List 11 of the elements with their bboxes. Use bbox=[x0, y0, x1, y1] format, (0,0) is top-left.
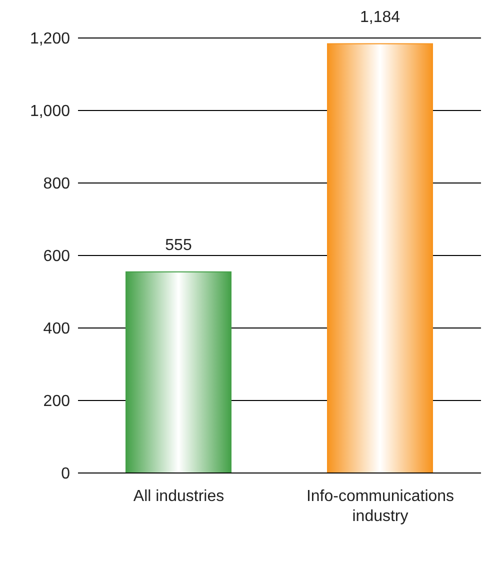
y-tick-label: 0 bbox=[61, 466, 70, 483]
data-label: 1,184 bbox=[360, 8, 400, 26]
data-label: 555 bbox=[165, 236, 192, 254]
y-tick-label: 400 bbox=[43, 320, 70, 338]
x-tick-label: Info-communications industry bbox=[306, 488, 454, 525]
y-tick-label: 1,000 bbox=[30, 103, 70, 120]
x-tick-label: All industries bbox=[133, 488, 224, 505]
y-tick-label: 1,200 bbox=[30, 30, 70, 48]
y-tick-label: 600 bbox=[43, 248, 70, 266]
y-tick-label: 200 bbox=[43, 393, 70, 410]
y-tick-label: 800 bbox=[43, 176, 70, 193]
